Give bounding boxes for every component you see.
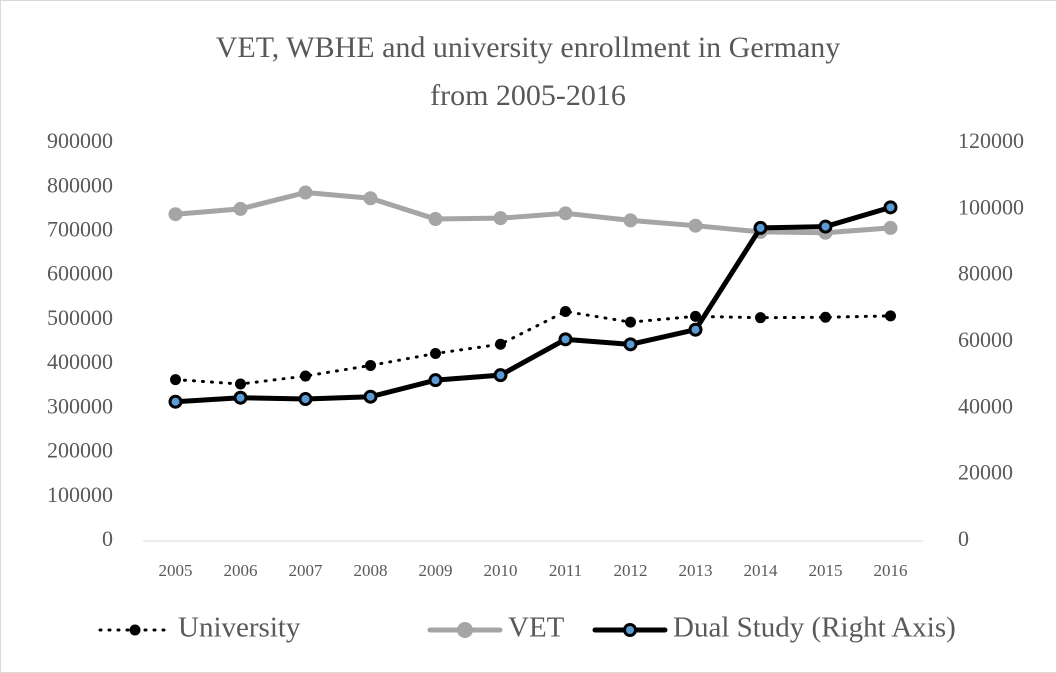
x-tick-label: 2010 (484, 561, 518, 580)
point (298, 185, 313, 200)
point (298, 392, 313, 407)
point (365, 359, 376, 371)
x-tick-label: 2011 (549, 561, 582, 580)
legend-marker (129, 624, 141, 636)
y2-tick-label: 40000 (958, 393, 1013, 418)
y2-tick-label: 100000 (958, 194, 1024, 219)
legend-label: Dual Study (Right Axis) (673, 612, 956, 644)
y-tick-label: 100000 (47, 482, 113, 507)
point (755, 312, 766, 324)
point (623, 337, 638, 352)
point (883, 220, 898, 235)
point (688, 322, 703, 337)
legend-label: University (178, 612, 301, 644)
y-tick-label: 0 (102, 526, 113, 551)
x-tick-label: 2016 (874, 561, 908, 580)
point (495, 338, 506, 350)
y-tick-label: 300000 (47, 393, 113, 418)
point (428, 212, 443, 227)
point (820, 311, 831, 323)
chart-title: VET, WBHE and university enrollment in G… (215, 31, 841, 112)
point (625, 316, 636, 328)
point (560, 305, 571, 317)
point (558, 332, 573, 347)
point (168, 207, 183, 222)
series-line (173, 204, 893, 405)
x-tick-label: 2007 (289, 561, 324, 580)
y2-tick-label: 120000 (958, 128, 1024, 153)
y-tick-label: 500000 (47, 305, 113, 330)
point (428, 373, 443, 388)
point (233, 201, 248, 216)
y2-tick-label: 80000 (958, 261, 1013, 286)
legend-marker (457, 622, 473, 638)
series-line (173, 190, 893, 236)
point (883, 200, 898, 215)
x-tick-label: 2006 (224, 561, 258, 580)
x-tick-label: 2015 (809, 561, 843, 580)
x-tick-label: 2009 (419, 561, 453, 580)
y-tick-label: 800000 (47, 172, 113, 197)
x-tick-label: 2005 (159, 561, 193, 580)
y-tick-label: 400000 (47, 349, 113, 374)
point (233, 390, 248, 405)
point (363, 389, 378, 404)
x-tick-label: 2013 (679, 561, 713, 580)
point (493, 368, 508, 383)
point (493, 211, 508, 226)
point (430, 347, 441, 359)
point (363, 191, 378, 206)
point (170, 374, 181, 386)
y-tick-label: 900000 (47, 128, 113, 153)
point (688, 218, 703, 233)
series-line (174, 309, 892, 386)
y-tick-label: 700000 (47, 216, 113, 241)
y-tick-label: 200000 (47, 438, 113, 463)
y-tick-label: 600000 (47, 261, 113, 286)
point (558, 206, 573, 221)
legend-marker (623, 623, 637, 637)
y2-tick-label: 0 (958, 526, 969, 551)
point (623, 213, 638, 228)
y2-tick-label: 20000 (958, 460, 1013, 485)
x-tick-label: 2012 (614, 561, 648, 580)
point (818, 219, 833, 234)
point (235, 378, 246, 390)
point (885, 310, 896, 322)
point (690, 310, 701, 322)
point (753, 220, 768, 235)
point (300, 370, 311, 382)
point (168, 394, 183, 409)
x-tick-label: 2008 (354, 561, 388, 580)
y2-tick-label: 60000 (958, 327, 1013, 352)
x-tick-label: 2014 (744, 561, 779, 580)
legend-label: VET (508, 612, 565, 644)
